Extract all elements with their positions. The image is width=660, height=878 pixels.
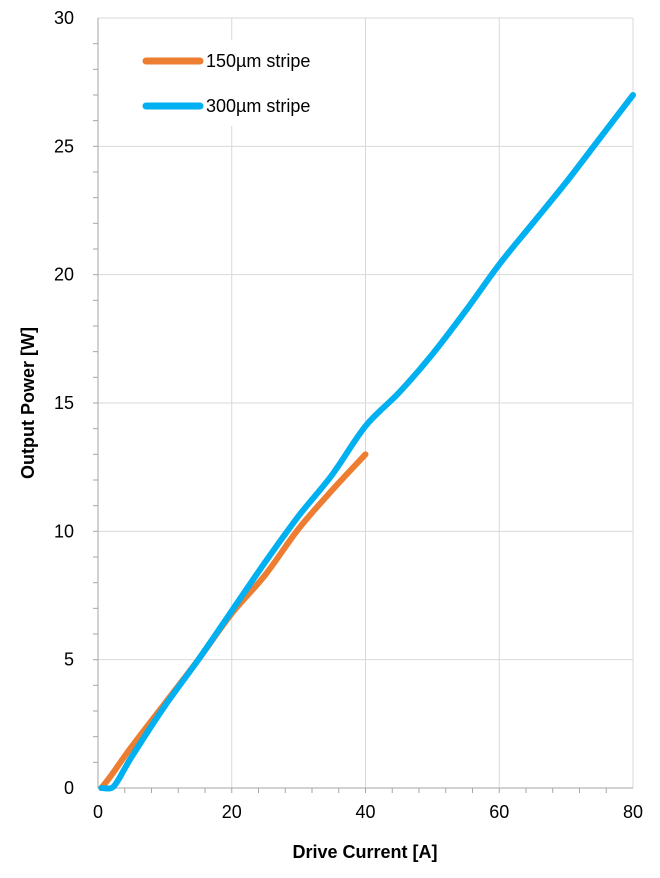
y-tick-label: 0 <box>64 778 74 798</box>
legend-label-300um-stripe: 300µm stripe <box>206 96 310 116</box>
y-tick-label: 20 <box>54 265 74 285</box>
y-tick-label: 5 <box>64 650 74 670</box>
y-axis-title: Output Power [W] <box>18 327 38 479</box>
grid <box>98 17 634 788</box>
legend: 150µm stripe 300µm stripe <box>126 40 356 126</box>
tick-labels: 0 20 40 60 80 0 5 10 15 20 25 30 <box>54 8 643 822</box>
legend-box <box>126 40 356 126</box>
minor-ticks <box>93 43 607 793</box>
y-tick-label: 30 <box>54 8 74 28</box>
y-tick-label: 25 <box>54 136 74 156</box>
y-tick-label: 15 <box>54 393 74 413</box>
x-tick-label: 60 <box>489 802 509 822</box>
legend-label-150um-stripe: 150µm stripe <box>206 51 310 71</box>
x-tick-label: 20 <box>222 802 242 822</box>
x-tick-label: 80 <box>623 802 643 822</box>
x-axis-title: Drive Current [A] <box>292 842 437 862</box>
series-lines <box>98 92 636 792</box>
x-tick-label: 0 <box>93 802 103 822</box>
x-tick-label: 40 <box>355 802 375 822</box>
axes <box>97 18 633 789</box>
y-tick-label: 10 <box>54 521 74 541</box>
series-line-1 <box>98 92 636 792</box>
